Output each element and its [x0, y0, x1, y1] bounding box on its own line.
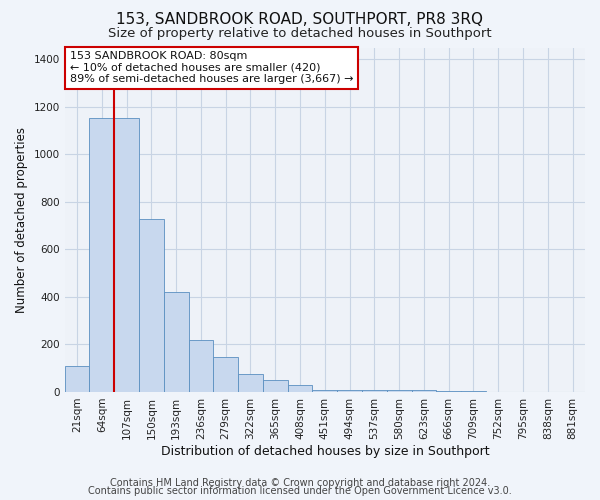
Bar [412, 390, 436, 392]
Bar [387, 390, 412, 392]
Bar [164, 292, 188, 392]
Bar [436, 391, 461, 392]
Text: Size of property relative to detached houses in Southport: Size of property relative to detached ho… [108, 28, 492, 40]
X-axis label: Distribution of detached houses by size in Southport: Distribution of detached houses by size … [161, 444, 489, 458]
Bar [139, 218, 164, 392]
Bar [337, 390, 362, 392]
Text: Contains public sector information licensed under the Open Government Licence v3: Contains public sector information licen… [88, 486, 512, 496]
Bar [287, 385, 313, 392]
Bar [89, 118, 114, 392]
Bar [214, 357, 238, 392]
Text: 153 SANDBROOK ROAD: 80sqm
← 10% of detached houses are smaller (420)
89% of semi: 153 SANDBROOK ROAD: 80sqm ← 10% of detac… [70, 51, 353, 84]
Bar [65, 366, 89, 392]
Bar [362, 390, 387, 392]
Y-axis label: Number of detached properties: Number of detached properties [15, 126, 28, 312]
Text: 153, SANDBROOK ROAD, SOUTHPORT, PR8 3RQ: 153, SANDBROOK ROAD, SOUTHPORT, PR8 3RQ [116, 12, 484, 28]
Bar [313, 390, 337, 392]
Bar [114, 118, 139, 392]
Text: Contains HM Land Registry data © Crown copyright and database right 2024.: Contains HM Land Registry data © Crown c… [110, 478, 490, 488]
Bar [238, 374, 263, 392]
Bar [263, 380, 287, 392]
Bar [461, 391, 486, 392]
Bar [188, 340, 214, 392]
